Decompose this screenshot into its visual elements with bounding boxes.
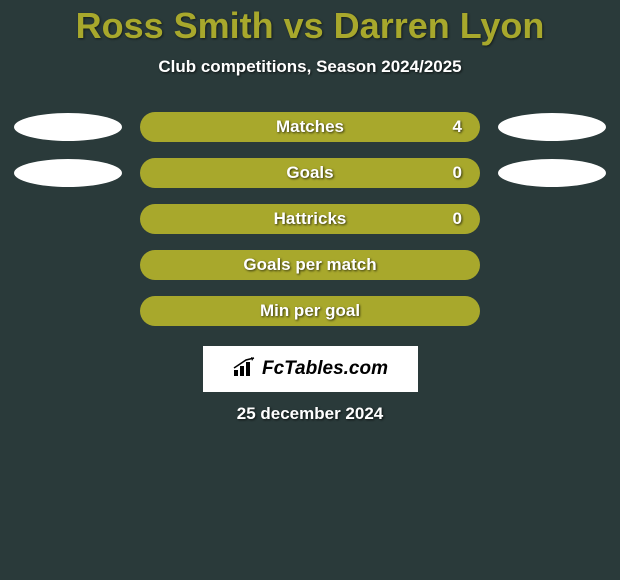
- right-spacer: [498, 297, 606, 325]
- right-ellipse: [498, 113, 606, 141]
- stat-row-hattricks: Hattricks 0: [0, 204, 620, 234]
- logo-badge: FcTables.com: [203, 346, 418, 392]
- stat-label: Goals per match: [243, 255, 376, 275]
- right-spacer: [498, 205, 606, 233]
- left-spacer: [14, 251, 122, 279]
- right-spacer: [498, 251, 606, 279]
- stat-bar: Hattricks 0: [140, 204, 480, 234]
- stat-bar: Min per goal: [140, 296, 480, 326]
- page-title: Ross Smith vs Darren Lyon: [0, 5, 620, 47]
- right-ellipse: [498, 159, 606, 187]
- stat-row-min-per-goal: Min per goal: [0, 296, 620, 326]
- left-ellipse: [14, 159, 122, 187]
- stat-label: Matches: [276, 117, 344, 137]
- stat-row-goals: Goals 0: [0, 158, 620, 188]
- stat-label: Hattricks: [274, 209, 347, 229]
- left-ellipse: [14, 113, 122, 141]
- stat-bar: Goals 0: [140, 158, 480, 188]
- stat-label: Goals: [286, 163, 333, 183]
- left-spacer: [14, 205, 122, 233]
- stat-row-matches: Matches 4: [0, 112, 620, 142]
- stat-value: 0: [453, 209, 462, 229]
- stat-value: 0: [453, 163, 462, 183]
- stat-bar: Matches 4: [140, 112, 480, 142]
- date-text: 25 december 2024: [0, 404, 620, 424]
- stat-label: Min per goal: [260, 301, 360, 321]
- stat-value: 4: [453, 117, 462, 137]
- stat-bar: Goals per match: [140, 250, 480, 280]
- stat-row-goals-per-match: Goals per match: [0, 250, 620, 280]
- subtitle: Club competitions, Season 2024/2025: [0, 57, 620, 77]
- logo-text: FcTables.com: [262, 358, 388, 380]
- left-spacer: [14, 297, 122, 325]
- chart-icon: [232, 356, 258, 383]
